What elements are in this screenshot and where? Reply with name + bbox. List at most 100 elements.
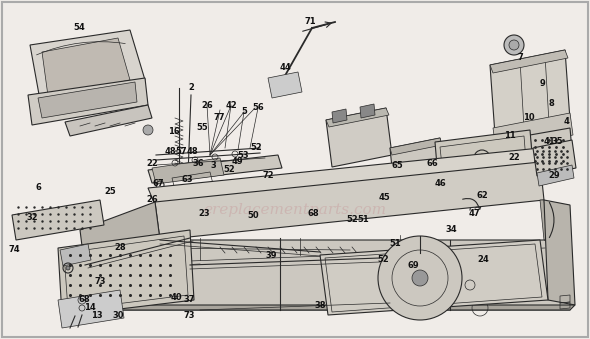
Polygon shape: [60, 244, 91, 266]
Text: 55: 55: [196, 123, 208, 133]
Text: 7: 7: [517, 54, 523, 62]
Text: 5: 5: [241, 107, 247, 117]
Text: 23: 23: [198, 208, 210, 218]
Text: 57: 57: [175, 147, 187, 157]
Polygon shape: [28, 78, 148, 125]
Text: 46: 46: [434, 179, 446, 187]
Text: 42: 42: [225, 100, 237, 109]
Text: 52: 52: [346, 216, 358, 224]
Text: 37: 37: [183, 296, 195, 304]
Text: 11: 11: [504, 131, 516, 140]
Text: 67: 67: [152, 179, 164, 187]
Text: 32: 32: [26, 214, 38, 222]
Text: 74: 74: [8, 244, 20, 254]
Text: 52: 52: [377, 256, 389, 264]
Text: 8: 8: [548, 99, 554, 107]
Polygon shape: [58, 230, 194, 316]
Text: 6: 6: [35, 183, 41, 193]
Text: 48: 48: [164, 147, 176, 157]
Polygon shape: [65, 105, 152, 136]
Polygon shape: [530, 128, 573, 170]
Text: 4: 4: [563, 118, 569, 126]
Polygon shape: [547, 158, 572, 179]
Circle shape: [66, 266, 70, 270]
Polygon shape: [360, 104, 375, 118]
Circle shape: [509, 40, 519, 50]
Text: 28: 28: [114, 242, 126, 252]
Text: ereplacementparts.com: ereplacementparts.com: [204, 203, 386, 217]
Text: 50: 50: [247, 211, 259, 219]
Text: 39: 39: [266, 251, 277, 259]
Polygon shape: [390, 138, 444, 188]
Text: 72: 72: [262, 171, 274, 179]
Text: 51: 51: [357, 216, 369, 224]
Polygon shape: [148, 148, 542, 205]
Polygon shape: [12, 200, 104, 240]
Text: 54: 54: [73, 22, 85, 32]
Polygon shape: [155, 162, 544, 240]
Text: 52: 52: [250, 143, 262, 153]
Text: 48: 48: [186, 147, 198, 157]
Polygon shape: [320, 240, 548, 315]
Circle shape: [143, 125, 153, 135]
Polygon shape: [148, 155, 282, 183]
Polygon shape: [540, 200, 548, 240]
Text: 68: 68: [78, 296, 90, 304]
Text: 16: 16: [168, 126, 180, 136]
Text: 36: 36: [192, 159, 204, 167]
Text: 49: 49: [231, 158, 243, 166]
Text: 77: 77: [213, 114, 225, 122]
Text: 71: 71: [304, 18, 316, 26]
Text: 29: 29: [548, 171, 560, 179]
Polygon shape: [58, 290, 124, 328]
Polygon shape: [537, 165, 574, 186]
Text: 73: 73: [183, 311, 195, 319]
Text: 9: 9: [540, 79, 546, 87]
Text: 51: 51: [389, 239, 401, 247]
Text: 52: 52: [223, 165, 235, 175]
Text: 30: 30: [112, 311, 124, 319]
Polygon shape: [38, 82, 137, 118]
Polygon shape: [490, 50, 568, 73]
Polygon shape: [326, 108, 392, 167]
Text: 26: 26: [201, 100, 213, 109]
Text: 13: 13: [91, 311, 103, 319]
Polygon shape: [152, 158, 224, 184]
Polygon shape: [332, 109, 347, 123]
Text: 34: 34: [445, 225, 457, 235]
Text: 68: 68: [307, 208, 319, 218]
Polygon shape: [533, 140, 576, 176]
Polygon shape: [80, 202, 160, 270]
Polygon shape: [390, 138, 442, 155]
Circle shape: [504, 35, 524, 55]
Text: 66: 66: [426, 159, 438, 167]
Text: 25: 25: [104, 187, 116, 197]
Text: 22: 22: [146, 159, 158, 167]
Text: 56: 56: [252, 103, 264, 113]
Polygon shape: [68, 305, 575, 310]
Text: 38: 38: [314, 300, 326, 310]
Text: 44: 44: [279, 63, 291, 73]
Text: 69: 69: [407, 260, 419, 270]
Text: 40: 40: [170, 294, 182, 302]
Text: 53: 53: [237, 151, 249, 160]
Text: 14: 14: [84, 303, 96, 313]
Circle shape: [412, 270, 428, 286]
Circle shape: [378, 236, 462, 320]
Text: 35: 35: [551, 138, 563, 146]
Text: 22: 22: [508, 153, 520, 161]
Polygon shape: [68, 240, 570, 310]
Polygon shape: [326, 108, 389, 127]
Polygon shape: [435, 130, 534, 190]
Polygon shape: [30, 30, 145, 100]
Text: 62: 62: [476, 191, 488, 199]
Polygon shape: [493, 113, 573, 150]
Text: 26: 26: [146, 196, 158, 204]
Text: 3: 3: [210, 160, 216, 170]
Text: 41: 41: [543, 138, 555, 146]
Text: 63: 63: [181, 176, 193, 184]
Polygon shape: [42, 38, 130, 96]
Text: 10: 10: [523, 114, 535, 122]
Text: 47: 47: [468, 208, 480, 218]
Text: 2: 2: [188, 83, 194, 93]
